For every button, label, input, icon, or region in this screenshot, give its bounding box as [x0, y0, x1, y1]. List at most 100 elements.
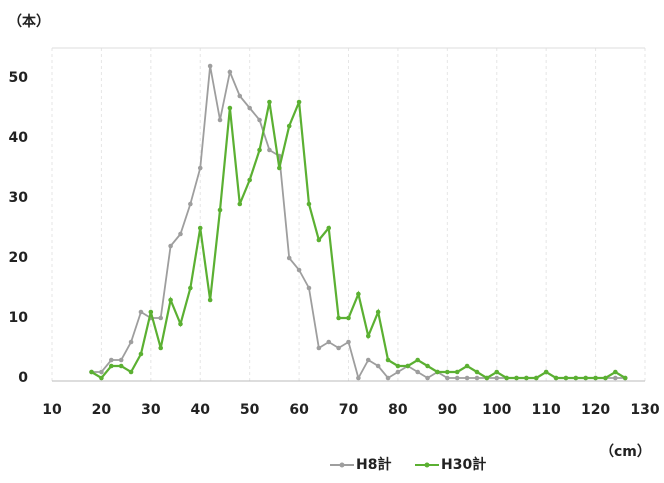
data-point — [365, 357, 371, 363]
legend-marker — [339, 462, 345, 468]
data-point — [237, 201, 243, 207]
data-point — [188, 285, 193, 291]
data-point — [356, 375, 361, 381]
data-point — [346, 339, 351, 345]
data-point — [365, 333, 371, 339]
data-point — [474, 375, 480, 381]
data-point — [197, 225, 203, 231]
data-point — [247, 105, 252, 111]
y-tick-label: 30 — [9, 190, 29, 206]
data-point — [257, 117, 262, 123]
x-tick-label: 30 — [141, 402, 161, 418]
data-point — [445, 369, 450, 375]
data-point — [504, 375, 509, 381]
data-point — [118, 357, 124, 363]
data-point — [395, 363, 401, 369]
x-tick-label: 60 — [289, 402, 309, 418]
y-tick-label: 0 — [18, 370, 28, 386]
data-point — [207, 297, 213, 303]
y-tick-label: 10 — [9, 310, 29, 326]
data-point — [148, 309, 154, 315]
y-tick-label: 50 — [9, 70, 29, 86]
x-axis-title: （cm） — [600, 444, 651, 460]
data-point — [474, 369, 480, 375]
data-point — [464, 363, 470, 369]
x-tick-label: 130 — [630, 402, 659, 418]
data-point — [128, 339, 134, 345]
x-tick-label: 80 — [388, 402, 408, 418]
data-point — [207, 63, 213, 69]
data-point — [435, 369, 440, 375]
series-line — [90, 101, 626, 380]
legend-label: H8計 — [356, 456, 391, 473]
data-point — [118, 363, 124, 369]
data-point — [138, 351, 144, 357]
data-point — [336, 315, 341, 321]
x-tick-label: 10 — [42, 402, 62, 418]
x-tick-label: 120 — [581, 402, 610, 418]
data-point — [593, 375, 598, 381]
data-point — [514, 375, 519, 381]
data-point — [356, 291, 361, 297]
x-tick-label: 100 — [482, 402, 511, 418]
data-point — [237, 93, 243, 99]
data-point — [109, 357, 114, 363]
data-point — [109, 363, 114, 369]
data-point — [158, 345, 164, 351]
data-point — [494, 375, 500, 381]
data-point — [138, 309, 144, 315]
x-tick-label: 70 — [339, 402, 359, 418]
data-point — [454, 369, 460, 375]
data-point — [227, 69, 233, 75]
data-point — [494, 369, 500, 375]
data-point — [553, 375, 559, 381]
data-point — [296, 99, 302, 105]
data-point — [583, 375, 588, 381]
x-tick-label: 90 — [438, 402, 458, 418]
data-point — [296, 267, 302, 273]
data-point — [484, 375, 490, 381]
data-point — [375, 363, 381, 369]
data-point — [385, 357, 391, 363]
data-point — [425, 375, 430, 381]
data-point — [415, 369, 420, 375]
data-point — [375, 309, 381, 315]
data-point — [227, 105, 233, 111]
data-point — [168, 297, 173, 303]
data-point — [603, 375, 608, 381]
data-point — [385, 375, 391, 381]
x-tick-label: 20 — [92, 402, 112, 418]
data-point — [395, 369, 401, 375]
data-point — [573, 375, 579, 381]
x-tick-label: 50 — [240, 402, 260, 418]
data-point — [99, 375, 104, 381]
data-point — [524, 375, 529, 381]
data-point — [405, 363, 411, 369]
legend-marker — [424, 462, 430, 468]
data-point — [464, 375, 470, 381]
x-tick-label: 110 — [532, 402, 561, 418]
data-point — [316, 345, 322, 351]
data-point — [613, 375, 618, 381]
data-point — [336, 345, 341, 351]
data-point — [563, 375, 569, 381]
data-point — [316, 237, 322, 243]
x-tick-label: 40 — [191, 402, 211, 418]
data-point — [89, 369, 94, 375]
y-tick-label: 40 — [9, 130, 29, 146]
data-point — [543, 369, 549, 375]
data-point — [188, 201, 193, 207]
data-point — [286, 123, 292, 129]
data-point — [247, 177, 252, 183]
data-point — [178, 321, 183, 327]
data-point — [197, 165, 203, 171]
data-point — [99, 369, 104, 375]
data-point — [454, 375, 460, 381]
data-point — [445, 375, 450, 381]
data-point — [257, 147, 262, 153]
data-point — [128, 369, 134, 375]
data-point — [622, 375, 628, 381]
data-point — [267, 147, 272, 153]
data-point — [326, 339, 332, 345]
